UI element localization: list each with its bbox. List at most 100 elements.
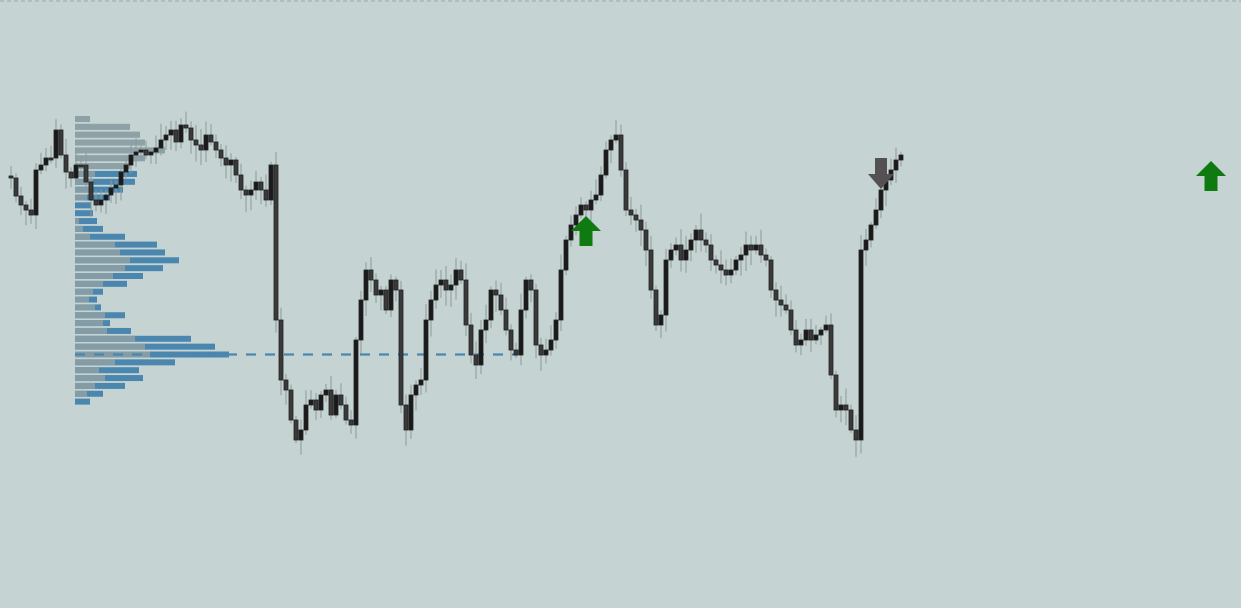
candle-body	[388, 279, 394, 311]
candle-body	[328, 389, 334, 416]
profile-bar-inner	[75, 155, 145, 162]
candle-body	[63, 154, 69, 173]
candle-body	[538, 344, 544, 356]
candle-body	[68, 171, 74, 179]
candle-body	[293, 419, 299, 441]
candle-body	[693, 229, 699, 241]
candle-body	[228, 159, 234, 166]
profile-bar-inner	[75, 320, 103, 327]
candle-body	[163, 134, 169, 141]
candle-body	[18, 195, 24, 206]
candle-body	[503, 309, 509, 331]
candle-body	[598, 174, 604, 196]
candle-body	[58, 129, 64, 156]
candle-body	[853, 429, 859, 441]
candle-body	[568, 224, 574, 241]
profile-bar-total	[75, 390, 103, 397]
candle-body	[153, 147, 159, 153]
candle-body	[668, 249, 674, 261]
candle-body	[588, 199, 594, 211]
candle-body	[778, 299, 784, 306]
candle-body	[773, 289, 779, 301]
profile-bar-total	[75, 178, 135, 185]
profile-bar-inner	[75, 280, 103, 287]
candle-body	[523, 279, 529, 311]
candle-body	[708, 244, 714, 261]
profile-bar-inner	[75, 123, 130, 130]
candle-body	[608, 139, 614, 151]
candle-body	[868, 224, 874, 241]
candle-body	[633, 214, 639, 221]
candle-body	[158, 139, 164, 149]
candle-body	[478, 329, 484, 366]
candle-body	[823, 324, 829, 331]
candle-body	[203, 134, 209, 151]
candle-body	[193, 139, 199, 146]
profile-bar-total	[75, 382, 125, 389]
candle-body	[713, 259, 719, 266]
candle-body	[138, 149, 144, 153]
candle-body	[743, 244, 749, 256]
candle-body	[748, 244, 754, 251]
candle-body	[263, 189, 269, 201]
candle-body	[628, 209, 634, 216]
candle-body	[483, 319, 489, 331]
profile-bar-inner	[75, 186, 91, 193]
candle-body	[393, 279, 399, 291]
volume-profile	[75, 116, 229, 405]
candle-body	[718, 264, 724, 271]
candle-body	[533, 289, 539, 346]
buy-arrow-icon	[571, 216, 601, 246]
candle-body	[683, 249, 689, 261]
candle-body	[803, 329, 809, 341]
candle-body	[808, 329, 814, 341]
candle-body	[73, 164, 79, 179]
candle-body	[178, 124, 184, 143]
candle-body	[518, 309, 524, 356]
candle-body	[423, 319, 429, 381]
candle-body	[833, 374, 839, 411]
candle-body	[463, 279, 469, 326]
candle-body	[308, 399, 314, 406]
candle-body	[673, 244, 679, 251]
candle-body	[118, 171, 124, 186]
candle-body	[413, 384, 419, 396]
profile-bar-inner	[75, 312, 105, 319]
candle-body	[373, 279, 379, 296]
candle-body	[408, 394, 414, 431]
profile-bar-inner	[75, 147, 165, 154]
candle-body	[198, 144, 204, 151]
candle-body	[618, 134, 624, 171]
candle-body	[93, 199, 99, 206]
candle-body	[148, 151, 154, 156]
profile-bar-inner	[75, 375, 105, 382]
candle-body	[248, 189, 254, 196]
candle-body	[33, 169, 39, 216]
signal-arrows	[571, 158, 1226, 246]
candle-body	[403, 404, 409, 431]
profile-bar-inner	[75, 335, 135, 342]
profile-bar-inner	[75, 367, 99, 374]
candle-body	[273, 164, 279, 321]
profile-bar-total	[75, 225, 103, 232]
candle-body	[83, 164, 89, 183]
candle-body	[443, 279, 449, 291]
profile-bar-inner	[75, 265, 125, 272]
profile-bar-total	[75, 210, 93, 217]
candle-body	[313, 399, 319, 411]
candle-body	[453, 269, 459, 286]
profile-bar-total	[75, 170, 137, 177]
profile-bar-inner	[75, 351, 150, 358]
candle-body	[543, 349, 549, 356]
candle-body	[828, 324, 834, 376]
candle-body	[573, 214, 579, 226]
candle-body	[113, 184, 119, 189]
candle-body	[188, 127, 194, 141]
candle-body	[753, 244, 759, 251]
candle-body	[848, 409, 854, 431]
candle-body	[613, 134, 619, 141]
profile-bar-inner	[75, 390, 87, 397]
profile-bar-total	[75, 241, 157, 248]
